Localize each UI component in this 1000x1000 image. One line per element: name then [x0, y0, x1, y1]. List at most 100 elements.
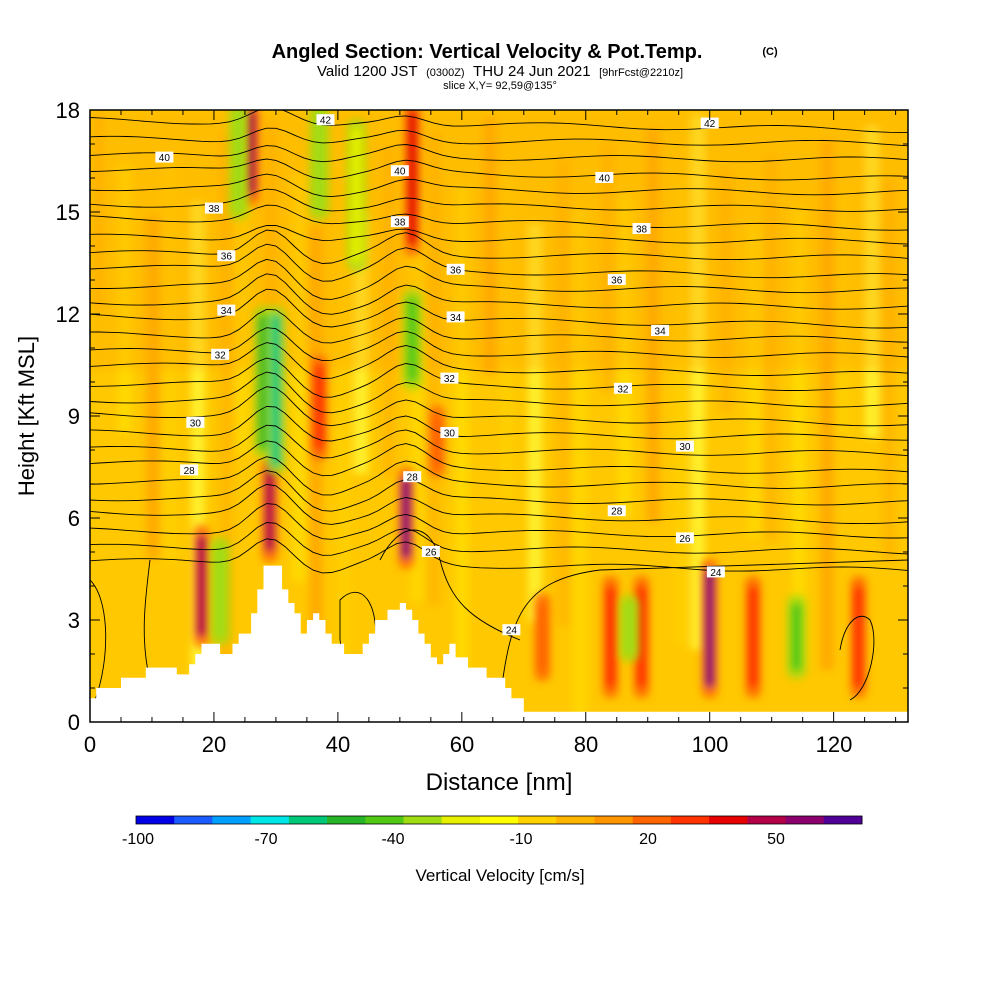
contour-label-text: 26: [679, 534, 691, 545]
contour-label: 28: [607, 505, 626, 518]
contour-label: 34: [651, 325, 670, 338]
contour-label-text: 32: [444, 374, 456, 385]
colorbar-tick-label: 50: [767, 831, 785, 848]
contour-label: 38: [632, 223, 651, 236]
contour-label-text: 34: [450, 313, 462, 324]
y-tick-label: 15: [56, 200, 80, 225]
downdraft-column: [351, 127, 362, 263]
contour-label-box: [607, 274, 626, 285]
contour-label: 24: [706, 566, 725, 579]
colorbar-swatch: [632, 816, 672, 824]
updraft-column: [407, 110, 418, 246]
theta-contour-line: [90, 127, 908, 147]
colorbar-swatch: [212, 816, 252, 824]
contour-label-box: [607, 505, 626, 517]
chart-subtitle: Valid 1200 JST (0300Z) THU 24 Jun 2021 […: [317, 63, 683, 80]
theta-contour-line: [143, 559, 151, 681]
theta-contour-line: [90, 158, 908, 181]
contour-label-text: 34: [221, 306, 233, 317]
contour-label-text: 42: [704, 119, 716, 130]
y-tick-label: 0: [68, 710, 80, 735]
colorbar-swatch: [518, 816, 557, 824]
theta-contour-line: [90, 308, 908, 344]
contour-label: 32: [211, 348, 230, 361]
contour-label-box: [675, 532, 694, 544]
theta-contour-line: [90, 456, 908, 496]
colorbar-tick-label: 20: [639, 831, 657, 848]
theta-contour-line: [90, 579, 107, 701]
plot-area: 42 42 40 40 40 38 38 38 36 36 36 34 34 34 32 32 32 30 30 30…: [90, 110, 908, 722]
theta-contour-line: [90, 424, 908, 459]
y-tick-label: 12: [56, 302, 80, 327]
contour-label-box: [217, 304, 236, 316]
downdraft-column: [407, 297, 418, 382]
theta-contour-line: [90, 110, 908, 133]
contour-label-text: 40: [394, 167, 406, 178]
contour-label: 38: [204, 202, 223, 215]
contour-label-text: 26: [425, 548, 437, 559]
contour-label-text: 28: [407, 473, 419, 484]
contour-label-text: 40: [599, 174, 611, 185]
updraft-column: [704, 569, 715, 688]
contour-label-box: [440, 427, 459, 438]
updraft-column: [196, 535, 207, 637]
colorbar-swatch: [785, 816, 825, 824]
colorbar-swatch: [365, 816, 404, 824]
contour-label-box: [390, 216, 409, 228]
contour-label-text: 36: [221, 252, 233, 263]
contour-label: 42: [700, 117, 719, 130]
contour-label-box: [502, 624, 521, 636]
theta-contour-line: [90, 357, 908, 398]
contour-label-box: [211, 348, 230, 360]
colorbar-swatch: [556, 816, 596, 824]
contour-label-box: [390, 165, 409, 177]
contour-label: 40: [390, 165, 409, 178]
contour-label-box: [316, 114, 335, 126]
chart-title: Angled Section: Vertical Velocity & Pot.…: [272, 41, 703, 63]
contour-label-text: 42: [320, 116, 332, 127]
updraft-column: [605, 586, 616, 688]
x-tick-label: 0: [84, 732, 96, 757]
contour-label: 36: [446, 263, 465, 276]
x-tick-label: 120: [816, 732, 853, 757]
x-tick-label: 40: [326, 732, 350, 757]
y-tick-label: 18: [56, 98, 80, 123]
theta-contour-line: [90, 144, 908, 163]
colorbar-swatch: [174, 816, 213, 824]
x-axis: 0 20 40 60 80 100 120 Distance [nm]: [84, 732, 852, 796]
colorbar-swatch: [136, 816, 175, 824]
contour-label-box: [217, 250, 236, 262]
contour-label: 30: [675, 440, 694, 453]
slice-info: slice X,Y= 92,59@135°: [443, 80, 557, 92]
contour-label-text: 30: [679, 442, 691, 453]
x-axis-label: Distance [nm]: [426, 769, 573, 796]
contour-label: 36: [217, 250, 236, 263]
contour-label: 40: [155, 151, 174, 164]
updraft-column: [401, 477, 412, 559]
contour-label-box: [675, 440, 694, 452]
contour-label: 40: [595, 172, 614, 185]
contour-label-text: 38: [636, 225, 648, 236]
contour-label: 26: [421, 546, 440, 559]
contour-label: 24: [502, 624, 521, 637]
downdraft-column: [233, 110, 244, 212]
theta-contour-line: [90, 483, 908, 525]
theta-contour-line: [90, 538, 908, 574]
contour-label-box: [706, 566, 725, 578]
contour-label: 26: [675, 532, 694, 545]
updraft-column: [537, 603, 548, 671]
theta-contour-line: [499, 559, 908, 701]
contour-label-box: [632, 223, 651, 234]
contour-label-text: 30: [190, 418, 202, 429]
contour-label-box: [700, 117, 719, 129]
contour-label-text: 24: [506, 626, 518, 637]
contour-label-box: [440, 372, 459, 384]
theta-contour-line: [90, 371, 908, 414]
contour-label-text: 34: [655, 327, 667, 338]
contour-label: 34: [446, 311, 465, 324]
colorbar-swatch: [441, 816, 481, 824]
contour-label-text: 40: [159, 153, 171, 164]
contour-label-text: 32: [215, 350, 227, 361]
theta-contour-line: [90, 258, 908, 300]
